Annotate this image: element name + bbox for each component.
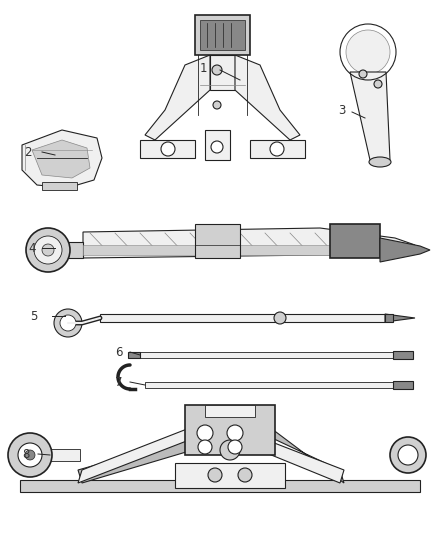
Circle shape	[213, 101, 221, 109]
Polygon shape	[380, 238, 430, 262]
Bar	[140, 140, 195, 158]
Polygon shape	[385, 314, 415, 322]
Circle shape	[161, 142, 175, 156]
Bar	[205, 130, 230, 160]
Text: 1: 1	[200, 61, 208, 75]
Circle shape	[208, 468, 222, 482]
Circle shape	[220, 440, 240, 460]
Circle shape	[228, 440, 242, 454]
Circle shape	[42, 244, 54, 256]
Bar	[100, 314, 385, 322]
Bar	[393, 351, 413, 359]
Circle shape	[238, 468, 252, 482]
Bar	[330, 224, 380, 258]
Bar	[128, 352, 140, 358]
Polygon shape	[255, 420, 344, 483]
Circle shape	[34, 236, 62, 264]
Circle shape	[197, 425, 213, 441]
Circle shape	[60, 315, 76, 331]
Text: 3: 3	[338, 103, 346, 117]
Bar	[83, 245, 330, 255]
Bar	[185, 405, 275, 455]
Text: 5: 5	[30, 310, 37, 322]
Bar	[205, 405, 255, 417]
Bar	[210, 55, 235, 90]
Bar	[175, 463, 285, 488]
Ellipse shape	[369, 157, 391, 167]
Circle shape	[346, 30, 390, 74]
Polygon shape	[210, 420, 344, 483]
Bar	[195, 15, 250, 55]
Circle shape	[25, 450, 35, 460]
Polygon shape	[32, 140, 90, 178]
Circle shape	[212, 65, 222, 75]
Circle shape	[227, 425, 243, 441]
Polygon shape	[78, 420, 260, 483]
Circle shape	[54, 309, 82, 337]
Bar	[145, 382, 393, 388]
Circle shape	[274, 312, 286, 324]
Bar	[139, 352, 394, 358]
Bar	[195, 224, 240, 258]
Circle shape	[8, 433, 52, 477]
Circle shape	[26, 228, 70, 272]
Bar	[42, 182, 77, 190]
Polygon shape	[83, 228, 415, 258]
Polygon shape	[235, 55, 300, 140]
Text: 6: 6	[115, 345, 123, 359]
Bar	[385, 314, 393, 322]
Bar	[50, 449, 80, 461]
Bar	[393, 381, 413, 389]
Circle shape	[270, 142, 284, 156]
Bar	[250, 140, 305, 158]
Text: 4: 4	[28, 241, 35, 254]
Text: 2: 2	[24, 146, 32, 158]
Circle shape	[198, 440, 212, 454]
Text: 8: 8	[22, 448, 29, 461]
Circle shape	[374, 80, 382, 88]
Bar	[20, 480, 420, 492]
Circle shape	[390, 437, 426, 473]
Polygon shape	[22, 130, 102, 188]
Polygon shape	[145, 55, 210, 140]
Circle shape	[398, 445, 418, 465]
Bar	[200, 20, 245, 50]
Circle shape	[359, 70, 367, 78]
Text: 7: 7	[115, 376, 123, 389]
Polygon shape	[78, 420, 215, 483]
Circle shape	[18, 443, 42, 467]
Circle shape	[211, 141, 223, 153]
Bar	[65, 242, 83, 258]
Polygon shape	[350, 72, 390, 160]
